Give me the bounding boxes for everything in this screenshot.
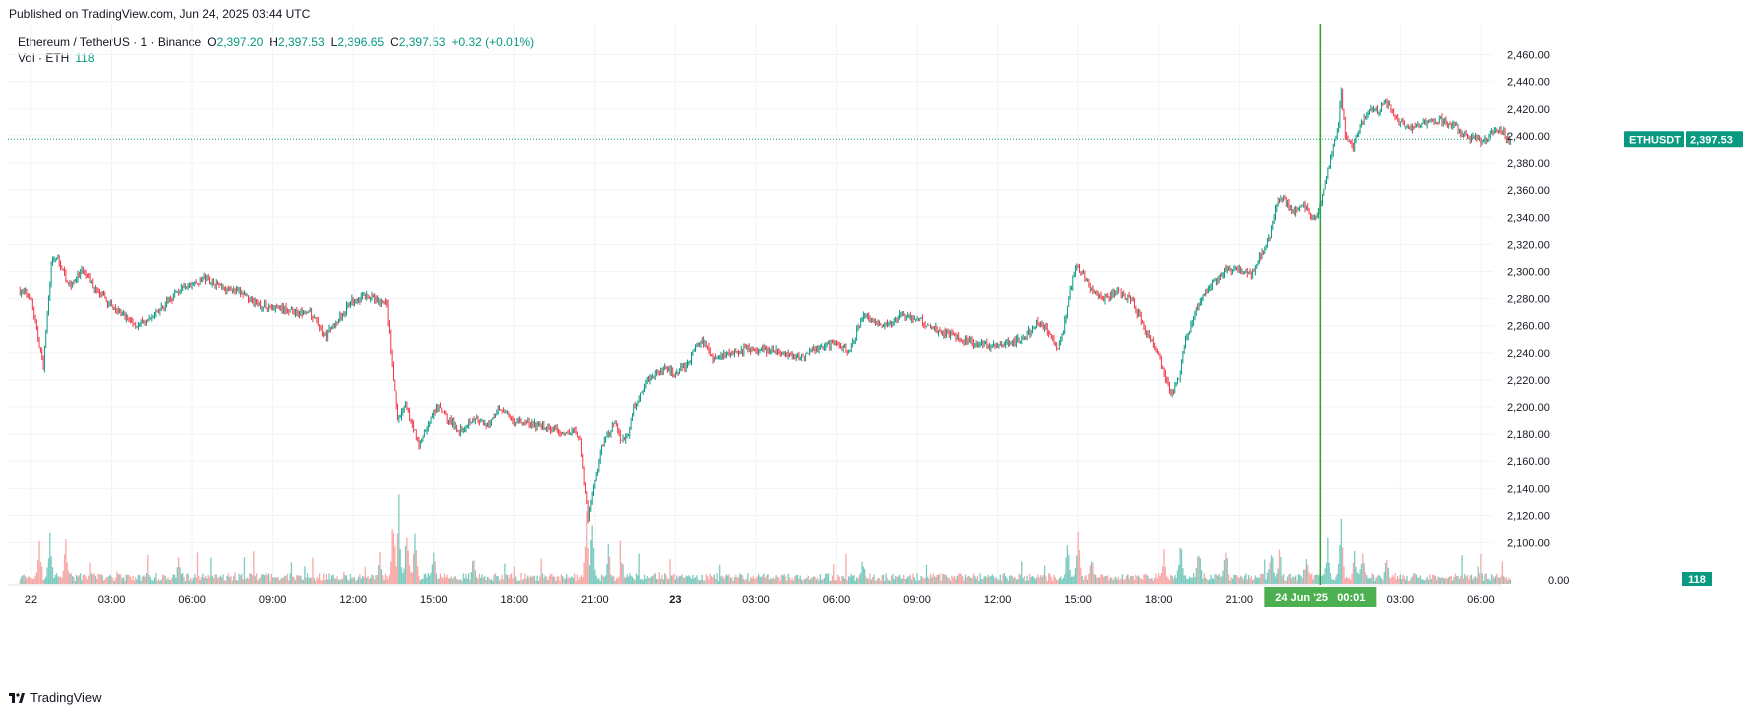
time-axis-label: 21:00 [1225,594,1253,606]
volume-tag-value: 118 [1688,574,1706,586]
price-axis-label: 2,240.00 [1507,348,1550,360]
price-axis-label: 2,400.00 [1507,131,1550,143]
volume-tag-bg [1682,572,1712,586]
price-tag-value: 2,397.53 [1690,134,1733,146]
price-tag-value-bg [1686,131,1743,148]
low-label: L [330,35,338,49]
time-axis-label: 06:00 [1467,594,1495,606]
price-tag: ETHUSDT 2,397.53 [1624,131,1743,148]
grid-lines [8,24,1502,586]
price-axis-label: 2,280.00 [1507,294,1550,306]
low-value: 2,396.65 [337,35,385,49]
price-axis-label: 2,260.00 [1507,321,1550,333]
price-candles [19,87,1511,524]
high-label: H [269,35,278,49]
time-axis-label: 21:00 [581,594,609,606]
price-axis[interactable]: 2,100.00 2,120.00 2,140.00 2,160.00 2,180.00… [1507,50,1569,587]
price-axis-label: 2,380.00 [1507,158,1550,170]
price-axis-label: 2,360.00 [1507,185,1550,197]
price-axis-label: 2,100.00 [1507,538,1550,550]
price-axis-label: 2,180.00 [1507,429,1550,441]
price-axis-label: 2,200.00 [1507,402,1550,414]
tradingview-logo-icon [9,692,25,703]
published-caption: Published on TradingView.com, Jun 24, 20… [9,7,311,21]
time-axis-label: 18:00 [1145,594,1173,606]
time-axis-label: 03:00 [1387,594,1415,606]
time-axis-label: 23 [669,594,681,606]
time-axis-label: 15:00 [1064,594,1092,606]
time-axis-label: 03:00 [742,594,770,606]
crosshair-label-text: 24 Jun '25 00:01 [1275,592,1365,604]
price-axis-label: 2,420.00 [1507,104,1550,116]
time-axis[interactable]: 22 03:00 06:00 09:00 12:00 15:00 18:00 21:00 23 0… [25,594,1495,606]
crosshair-time-label: 24 Jun '25 00:01 [1264,587,1377,607]
time-axis-label: 09:00 [903,594,931,606]
price-tag-symbol-bg [1624,131,1684,148]
open-label: O [207,35,217,49]
time-axis-label: 06:00 [823,594,851,606]
tradingview-logo[interactable]: TradingView [9,690,102,705]
price-axis-label: 2,140.00 [1507,483,1550,495]
crosshair-label-bg [1264,587,1377,607]
price-axis-label: 2,460.00 [1507,50,1550,62]
price-axis-label: 2,220.00 [1507,375,1550,387]
volume-bars [19,494,1512,584]
high-value: 2,397.53 [277,35,325,49]
close-label: C [390,35,399,49]
time-axis-label: 03:00 [98,594,126,606]
time-axis-label: 06:00 [178,594,206,606]
time-axis-label: 09:00 [259,594,287,606]
change-value: +0.32 (+0.01%) [451,35,535,49]
volume-tag: 118 [1682,572,1712,586]
time-axis-label: 18:00 [501,594,529,606]
price-tag-symbol: ETHUSDT [1629,134,1681,146]
time-axis-label: 15:00 [420,594,448,606]
price-axis-label: 2,300.00 [1507,266,1550,278]
price-axis-label: 2,320.00 [1507,239,1550,251]
time-axis-label: 12:00 [984,594,1012,606]
price-axis-label: 2,120.00 [1507,510,1550,522]
price-axis-label: 2,160.00 [1507,456,1550,468]
time-axis-label: 22 [25,594,37,606]
volume-axis-label: 0.00 [1548,575,1569,587]
symbol-name[interactable]: Ethereum / TetherUS · 1 · Binance [18,35,202,49]
footer-brand: TradingView [30,690,102,705]
price-axis-label: 2,440.00 [1507,77,1550,89]
open-value: 2,397.20 [216,35,264,49]
price-axis-label: 2,340.00 [1507,212,1550,224]
time-axis-label: 12:00 [339,594,367,606]
